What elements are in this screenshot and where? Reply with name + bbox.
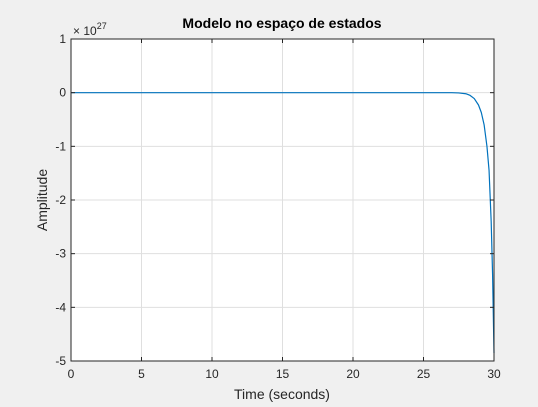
x-tick-labels: 0 5 10 15 20 25 30	[68, 367, 501, 381]
y-tick-label: -5	[55, 354, 66, 368]
x-tick-label: 30	[487, 367, 501, 381]
y-exponent-base: × 10	[73, 24, 97, 38]
y-axis-exponent: × 1027	[73, 21, 107, 38]
series-layer	[71, 92, 495, 353]
x-tick-label: 5	[138, 367, 145, 381]
y-tick-label: -3	[55, 247, 66, 261]
x-tick-label: 20	[346, 367, 360, 381]
y-tick-label: -1	[55, 139, 66, 153]
y-tick-label: -4	[55, 300, 66, 314]
y-axis-label: Amplitude	[34, 169, 50, 231]
x-tick-label: 0	[68, 367, 75, 381]
x-tick-label: 15	[276, 367, 290, 381]
y-tick-label: 0	[59, 86, 66, 100]
x-tick-label: 25	[417, 367, 431, 381]
x-axis-label: Time (seconds)	[234, 386, 330, 402]
chart-title: Modelo no espaço de estados	[182, 15, 381, 31]
x-tick-label: 10	[205, 367, 219, 381]
series-line	[71, 92, 495, 353]
y-tick-labels: -5 -4 -3 -2 -1 0 1	[55, 32, 66, 368]
y-exponent-power: 27	[97, 21, 107, 31]
y-tick-label: -2	[55, 193, 66, 207]
tick-marks	[70, 38, 495, 362]
y-tick-label: 1	[59, 32, 66, 46]
